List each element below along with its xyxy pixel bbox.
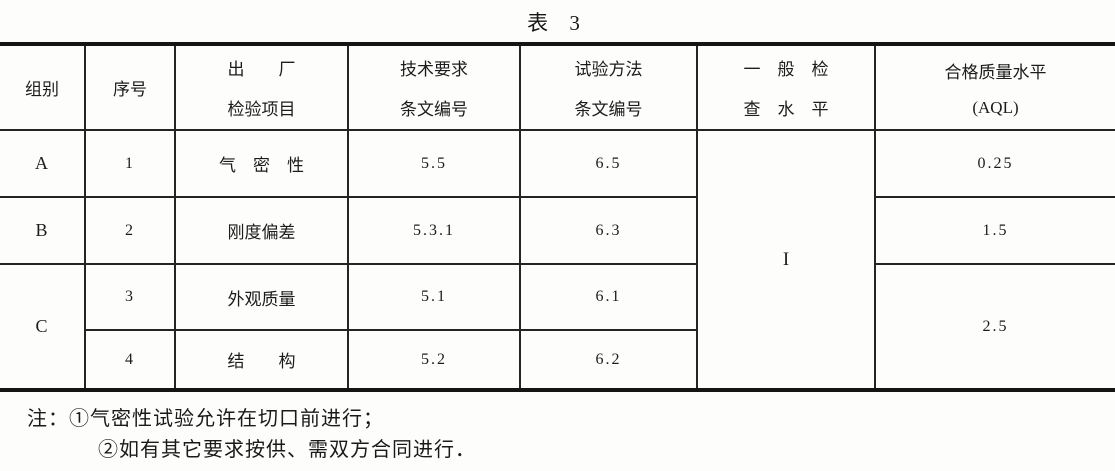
cell-seq-2: 2 [84,196,176,265]
footnote-label: 注： [27,408,69,430]
table-row: C 3 外观质量 5.1 6.1 2.5 [0,263,1115,391]
header-aql-line2: (AQL) [972,97,1019,117]
cell-tech-1: 5.5 [347,129,521,198]
cell-item-3: 外观质量 [174,263,349,331]
inspection-spec-table: 组别 序号 出 厂 检验项目 技术要求 条文编号 [0,42,1115,392]
header-level-line1: 一 般 检 [743,60,829,79]
header-item: 出 厂 检验项目 [174,43,349,131]
cell-aql-1: 0.25 [874,129,1115,198]
cell-inspection-level: I [696,129,876,391]
cell-aql-3: 2.5 [874,263,1115,391]
header-group: 组别 [0,43,86,131]
cell-tech-4: 5.2 [347,329,521,391]
footnote-line-1: 注：①气密性试验允许在切口前进行； [27,404,476,435]
cell-item-4: 结 构 [174,329,349,391]
header-tech-clause: 技术要求 条文编号 [347,43,521,131]
header-inspection-level: 一 般 检 查 水 平 [696,43,876,131]
cell-tech-2: 5.3.1 [347,196,521,265]
cell-group-a: A [0,129,86,198]
table-row: 4 结 构 5.2 6.2 [0,329,1115,391]
cell-test-4: 6.2 [519,329,697,391]
table-row: B 2 刚度偏差 5.3.1 6.3 1.5 [0,196,1115,265]
header-item-line1: 出 厂 [227,60,296,79]
footnote-line-2: ②如有其它要求按供、需双方合同进行． [27,435,476,466]
cell-seq-4: 4 [85,329,176,391]
footnote-item-2: ②如有其它要求按供、需双方合同进行． [98,439,476,461]
header-test-line1: 试验方法 [574,60,643,79]
footnotes: 注：①气密性试验允许在切口前进行； ②如有其它要求按供、需双方合同进行． [27,404,476,466]
cell-aql-2: 1.5 [874,196,1115,265]
cell-test-3: 6.1 [519,263,698,331]
header-aql: 合格质量水平 (AQL) [874,43,1115,131]
header-item-line2: 检验项目 [227,100,296,119]
header-tech-line1: 技术要求 [400,60,468,79]
header-seq: 序号 [84,43,176,131]
cell-seq-3: 3 [84,263,176,331]
header-tech-line2: 条文编号 [400,100,468,119]
header-group-label: 组别 [25,80,59,99]
header-row: 组别 序号 出 厂 检验项目 技术要求 条文编号 [0,43,1115,131]
cell-item-2: 刚度偏差 [174,196,349,265]
header-seq-label: 序号 [113,80,147,99]
header-test-clause: 试验方法 条文编号 [519,43,698,131]
table-row: A 1 气 密 性 5.5 6.5 I 0.25 [0,129,1115,391]
cell-seq-1: 1 [84,129,176,198]
header-aql-line1: 合格质量水平 [944,62,1047,82]
table-title: 表 3 [527,11,588,35]
cell-test-1: 6.5 [519,129,698,198]
cell-item-1: 气 密 性 [174,129,349,198]
cell-group-c: C [0,263,86,391]
cell-group-b: B [0,196,86,265]
cell-test-2: 6.3 [519,196,698,265]
header-level-line2: 查 水 平 [743,100,829,119]
cell-tech-3: 5.1 [347,263,521,331]
header-test-line2: 条文编号 [574,100,643,119]
footnote-item-1: ①气密性试验允许在切口前进行； [69,408,384,430]
